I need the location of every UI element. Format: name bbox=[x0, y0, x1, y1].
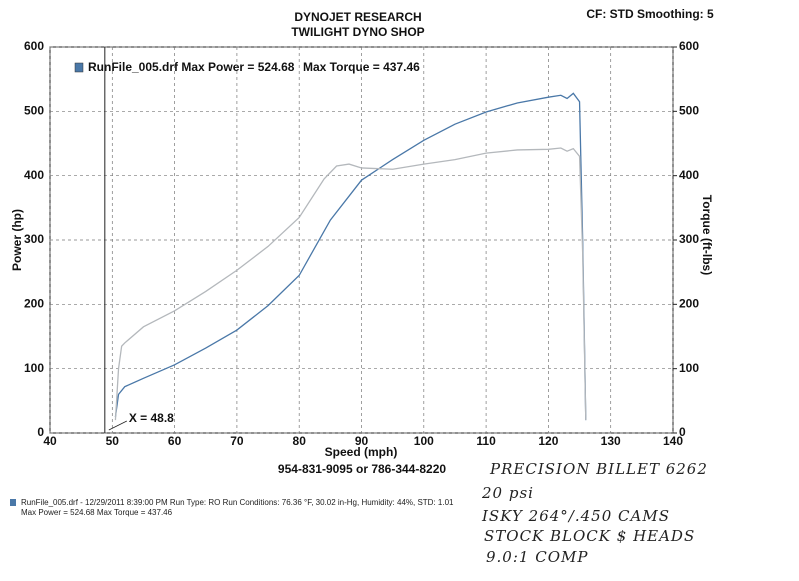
x-tick-label: 110 bbox=[476, 434, 496, 448]
note: 20 psi bbox=[481, 484, 534, 502]
note: PRECISION BILLET 6262 bbox=[489, 460, 708, 478]
y2-tick-label: 100 bbox=[679, 361, 699, 375]
y2-tick-label: 0 bbox=[679, 425, 686, 439]
y2-tick-label: 400 bbox=[679, 168, 699, 182]
y2-tick-label: 600 bbox=[679, 39, 699, 53]
y-tick-label: 100 bbox=[24, 361, 44, 375]
x-tick-label: 70 bbox=[230, 434, 244, 448]
y-tick-label: 400 bbox=[24, 168, 44, 182]
y-axis-label: Power (hp) bbox=[10, 209, 24, 271]
settings: CF: STD Smoothing: 5 bbox=[586, 7, 714, 21]
footer-line: RunFile_005.drf - 12/29/2011 8:39:00 PM … bbox=[21, 498, 454, 507]
x-tick-label: 90 bbox=[355, 434, 369, 448]
y2-tick-label: 300 bbox=[679, 232, 699, 246]
y2-tick-label: 200 bbox=[679, 297, 699, 311]
footer-icon bbox=[10, 499, 16, 506]
cursor-pointer bbox=[108, 420, 128, 431]
x-tick-label: 130 bbox=[601, 434, 621, 448]
x-tick-label: 60 bbox=[168, 434, 182, 448]
y-tick-label: 0 bbox=[37, 425, 44, 439]
note: ISKY 264°/.450 CAMS bbox=[481, 507, 670, 525]
note: 9.0:1 COMP bbox=[486, 548, 588, 566]
note: STOCK BLOCK $ HEADS bbox=[484, 527, 695, 545]
x-tick-label: 120 bbox=[538, 434, 558, 448]
y-tick-label: 300 bbox=[24, 232, 44, 246]
x-axis-label: Speed (mph) bbox=[325, 445, 398, 459]
x-tick-label: 80 bbox=[293, 434, 307, 448]
header-line: DYNOJET RESEARCH bbox=[294, 10, 421, 24]
header-line: TWILIGHT DYNO SHOP bbox=[291, 25, 424, 39]
y-tick-label: 500 bbox=[24, 104, 44, 118]
series-line bbox=[114, 92, 587, 421]
x-tick-label: 40 bbox=[43, 434, 57, 448]
phone: 954-831-9095 or 786-344-8220 bbox=[278, 462, 446, 476]
legend-text: RunFile_005.drf Max Power = 524.68 bbox=[88, 60, 295, 74]
y2-axis-label: Torque (ft-lbs) bbox=[700, 195, 714, 275]
x-tick-label: 140 bbox=[663, 434, 683, 448]
series-line bbox=[114, 147, 587, 421]
y-tick-label: 600 bbox=[24, 39, 44, 53]
x-tick-label: 100 bbox=[414, 434, 434, 448]
y-tick-label: 200 bbox=[24, 297, 44, 311]
cursor-label: X = 48.8 bbox=[129, 411, 174, 425]
x-tick-label: 50 bbox=[106, 434, 120, 448]
legend-swatch bbox=[74, 62, 84, 73]
y2-tick-label: 500 bbox=[679, 104, 699, 118]
footer-line: Max Power = 524.68 Max Torque = 437.46 bbox=[21, 508, 173, 517]
